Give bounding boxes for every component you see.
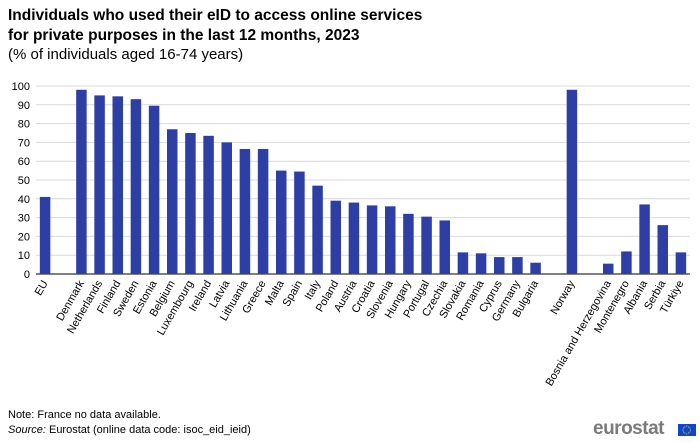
bar [675,252,687,274]
bar [276,170,287,274]
bar [312,185,323,274]
y-tick-label: 90 [18,100,30,112]
bar [421,216,432,274]
bar [475,253,487,274]
bar [530,262,541,274]
flag-star: • [684,423,686,429]
source-line: Source: Eurostat (online data code: isoc… [8,423,251,437]
bar [512,257,523,274]
y-tick-label: 10 [18,250,30,262]
bar [148,105,160,275]
bar [366,205,378,274]
flag-star: • [686,430,688,436]
footnote: Note: France no data available. [8,409,161,421]
flag-star: • [689,428,691,434]
bar [439,220,450,274]
flag-star: • [689,427,692,432]
bar [494,257,505,274]
bar [185,133,196,274]
eu-flag-icon: • • • • • • • • • • • • [678,424,696,436]
y-tick-label: 50 [18,175,30,187]
flag-star: • [682,427,684,432]
bar [112,96,123,274]
bar [403,213,414,274]
bar [657,225,668,274]
bar [385,206,396,274]
x-tick-label: EU [33,278,51,297]
flag-star: • [686,423,688,429]
eurostat-logo-text: eurostat [593,418,664,439]
bar [639,204,650,274]
y-tick-label: 70 [18,137,30,149]
bar [203,135,214,274]
flag-star: • [682,425,685,431]
chart-title-line-1: Individuals who used their eID to access… [8,7,423,24]
y-tick-label: 30 [18,213,30,225]
bar [348,202,360,274]
flag-star: • [682,428,685,434]
y-tick-label: 0 [24,269,30,281]
source-text: Eurostat (online data code: isoc_eid_iei… [45,424,251,436]
flag-star: • [684,430,686,436]
bar [221,142,232,274]
bar [239,148,251,274]
y-tick-label: 60 [18,156,30,168]
flag-star: • [687,423,690,429]
bar [94,95,105,275]
bar [330,200,341,274]
flag-star: • [687,430,690,436]
bar [130,99,142,274]
y-tick-label: 20 [18,231,30,243]
bar [257,148,269,274]
y-tick-label: 100 [12,81,30,93]
bar [621,251,632,274]
bar [603,263,614,274]
y-tick-label: 80 [18,119,30,131]
bar [566,89,578,274]
bar [39,196,51,274]
flag-star: • [689,425,691,431]
chart-title: Individuals who used their eID to access… [8,6,608,46]
chart-subtitle: (% of individuals aged 16-74 years) [8,46,244,63]
bar [294,171,305,274]
bar [76,89,87,274]
bar [457,252,469,274]
chart-title-line-2: for private purposes in the last 12 mont… [8,27,360,44]
x-tick-label: Norway [548,278,577,317]
bar [167,129,178,274]
y-tick-label: 40 [18,194,30,206]
source-label: Source: [8,424,46,436]
